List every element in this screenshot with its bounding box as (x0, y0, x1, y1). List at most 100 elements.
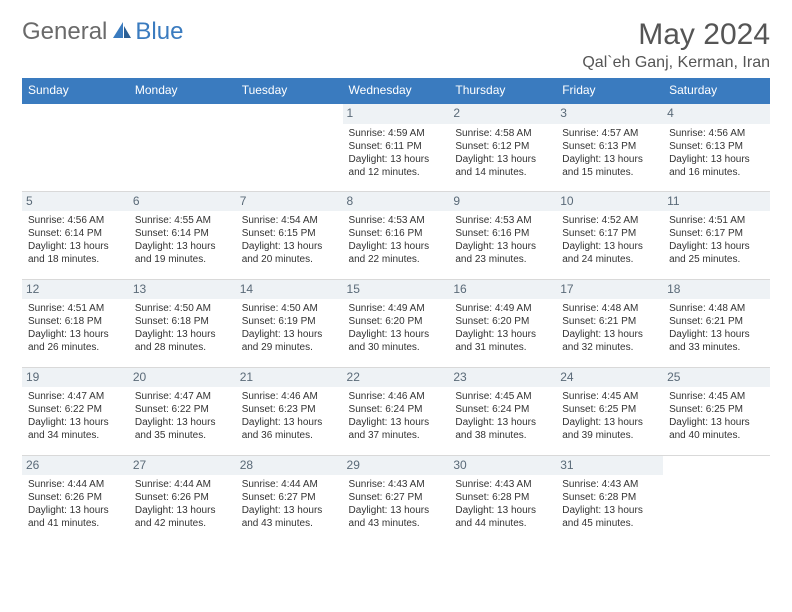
calendar-cell: 21Sunrise: 4:46 AMSunset: 6:23 PMDayligh… (236, 367, 343, 455)
day-number: 26 (22, 456, 129, 476)
calendar-cell: 24Sunrise: 4:45 AMSunset: 6:25 PMDayligh… (556, 367, 663, 455)
calendar-cell: 2Sunrise: 4:58 AMSunset: 6:12 PMDaylight… (449, 103, 556, 191)
calendar-cell: 14Sunrise: 4:50 AMSunset: 6:19 PMDayligh… (236, 279, 343, 367)
calendar-cell: 10Sunrise: 4:52 AMSunset: 6:17 PMDayligh… (556, 191, 663, 279)
calendar-row: 5Sunrise: 4:56 AMSunset: 6:14 PMDaylight… (22, 191, 770, 279)
day-number: 27 (129, 456, 236, 476)
daylight-line: Daylight: 13 hours and 40 minutes. (669, 416, 764, 442)
day-number: 11 (663, 192, 770, 212)
calendar-cell: 28Sunrise: 4:44 AMSunset: 6:27 PMDayligh… (236, 455, 343, 543)
daylight-line: Daylight: 13 hours and 32 minutes. (562, 328, 657, 354)
daylight-line: Daylight: 13 hours and 35 minutes. (135, 416, 230, 442)
day-info: Sunrise: 4:44 AMSunset: 6:26 PMDaylight:… (135, 478, 230, 530)
calendar-cell (663, 455, 770, 543)
daylight-line: Daylight: 13 hours and 24 minutes. (562, 240, 657, 266)
day-info: Sunrise: 4:43 AMSunset: 6:28 PMDaylight:… (455, 478, 550, 530)
calendar-cell: 29Sunrise: 4:43 AMSunset: 6:27 PMDayligh… (343, 455, 450, 543)
day-number: 29 (343, 456, 450, 476)
sunrise-line: Sunrise: 4:49 AM (455, 302, 550, 315)
day-number: 30 (449, 456, 556, 476)
day-number: 18 (663, 280, 770, 300)
day-info: Sunrise: 4:48 AMSunset: 6:21 PMDaylight:… (669, 302, 764, 354)
day-info: Sunrise: 4:51 AMSunset: 6:18 PMDaylight:… (28, 302, 123, 354)
sunset-line: Sunset: 6:26 PM (135, 491, 230, 504)
sunset-line: Sunset: 6:11 PM (349, 140, 444, 153)
sunrise-line: Sunrise: 4:49 AM (349, 302, 444, 315)
day-number: 13 (129, 280, 236, 300)
daylight-line: Daylight: 13 hours and 15 minutes. (562, 153, 657, 179)
calendar-table: SundayMondayTuesdayWednesdayThursdayFrid… (22, 78, 770, 543)
day-info: Sunrise: 4:49 AMSunset: 6:20 PMDaylight:… (349, 302, 444, 354)
day-number: 5 (22, 192, 129, 212)
day-number: 31 (556, 456, 663, 476)
weekday-header: Wednesday (343, 78, 450, 103)
day-info: Sunrise: 4:44 AMSunset: 6:26 PMDaylight:… (28, 478, 123, 530)
daylight-line: Daylight: 13 hours and 38 minutes. (455, 416, 550, 442)
sunrise-line: Sunrise: 4:45 AM (669, 390, 764, 403)
sunset-line: Sunset: 6:15 PM (242, 227, 337, 240)
daylight-line: Daylight: 13 hours and 23 minutes. (455, 240, 550, 266)
daylight-line: Daylight: 13 hours and 44 minutes. (455, 504, 550, 530)
day-number: 23 (449, 368, 556, 388)
sunset-line: Sunset: 6:25 PM (669, 403, 764, 416)
calendar-cell: 30Sunrise: 4:43 AMSunset: 6:28 PMDayligh… (449, 455, 556, 543)
daylight-line: Daylight: 13 hours and 34 minutes. (28, 416, 123, 442)
sunrise-line: Sunrise: 4:43 AM (349, 478, 444, 491)
sunset-line: Sunset: 6:26 PM (28, 491, 123, 504)
day-info: Sunrise: 4:56 AMSunset: 6:14 PMDaylight:… (28, 214, 123, 266)
day-info: Sunrise: 4:45 AMSunset: 6:25 PMDaylight:… (669, 390, 764, 442)
sunrise-line: Sunrise: 4:58 AM (455, 127, 550, 140)
sunrise-line: Sunrise: 4:56 AM (28, 214, 123, 227)
day-number: 14 (236, 280, 343, 300)
calendar-cell (129, 103, 236, 191)
weekday-header: Thursday (449, 78, 556, 103)
daylight-line: Daylight: 13 hours and 18 minutes. (28, 240, 123, 266)
calendar-cell: 12Sunrise: 4:51 AMSunset: 6:18 PMDayligh… (22, 279, 129, 367)
sunrise-line: Sunrise: 4:52 AM (562, 214, 657, 227)
sunrise-line: Sunrise: 4:45 AM (562, 390, 657, 403)
day-info: Sunrise: 4:49 AMSunset: 6:20 PMDaylight:… (455, 302, 550, 354)
sunset-line: Sunset: 6:21 PM (669, 315, 764, 328)
daylight-line: Daylight: 13 hours and 26 minutes. (28, 328, 123, 354)
sunrise-line: Sunrise: 4:44 AM (28, 478, 123, 491)
sunset-line: Sunset: 6:16 PM (349, 227, 444, 240)
day-info: Sunrise: 4:48 AMSunset: 6:21 PMDaylight:… (562, 302, 657, 354)
day-info: Sunrise: 4:52 AMSunset: 6:17 PMDaylight:… (562, 214, 657, 266)
sunset-line: Sunset: 6:13 PM (562, 140, 657, 153)
day-number: 12 (22, 280, 129, 300)
day-info: Sunrise: 4:53 AMSunset: 6:16 PMDaylight:… (349, 214, 444, 266)
day-info: Sunrise: 4:47 AMSunset: 6:22 PMDaylight:… (135, 390, 230, 442)
sunset-line: Sunset: 6:27 PM (349, 491, 444, 504)
calendar-cell: 31Sunrise: 4:43 AMSunset: 6:28 PMDayligh… (556, 455, 663, 543)
calendar-cell: 22Sunrise: 4:46 AMSunset: 6:24 PMDayligh… (343, 367, 450, 455)
sunrise-line: Sunrise: 4:45 AM (455, 390, 550, 403)
daylight-line: Daylight: 13 hours and 22 minutes. (349, 240, 444, 266)
day-number: 28 (236, 456, 343, 476)
calendar-cell: 25Sunrise: 4:45 AMSunset: 6:25 PMDayligh… (663, 367, 770, 455)
calendar-cell: 3Sunrise: 4:57 AMSunset: 6:13 PMDaylight… (556, 103, 663, 191)
sunset-line: Sunset: 6:22 PM (135, 403, 230, 416)
page-title: May 2024 (582, 18, 770, 52)
day-number: 16 (449, 280, 556, 300)
day-info: Sunrise: 4:43 AMSunset: 6:28 PMDaylight:… (562, 478, 657, 530)
sunrise-line: Sunrise: 4:43 AM (455, 478, 550, 491)
sunset-line: Sunset: 6:14 PM (28, 227, 123, 240)
calendar-cell: 4Sunrise: 4:56 AMSunset: 6:13 PMDaylight… (663, 103, 770, 191)
sunrise-line: Sunrise: 4:56 AM (669, 127, 764, 140)
sunrise-line: Sunrise: 4:55 AM (135, 214, 230, 227)
day-number: 15 (343, 280, 450, 300)
sunrise-line: Sunrise: 4:54 AM (242, 214, 337, 227)
day-number: 17 (556, 280, 663, 300)
sunrise-line: Sunrise: 4:50 AM (242, 302, 337, 315)
day-info: Sunrise: 4:43 AMSunset: 6:27 PMDaylight:… (349, 478, 444, 530)
calendar-cell: 15Sunrise: 4:49 AMSunset: 6:20 PMDayligh… (343, 279, 450, 367)
daylight-line: Daylight: 13 hours and 20 minutes. (242, 240, 337, 266)
daylight-line: Daylight: 13 hours and 36 minutes. (242, 416, 337, 442)
calendar-cell: 27Sunrise: 4:44 AMSunset: 6:26 PMDayligh… (129, 455, 236, 543)
day-number: 25 (663, 368, 770, 388)
day-info: Sunrise: 4:51 AMSunset: 6:17 PMDaylight:… (669, 214, 764, 266)
calendar-cell: 16Sunrise: 4:49 AMSunset: 6:20 PMDayligh… (449, 279, 556, 367)
brand-sail-icon (111, 20, 133, 45)
day-info: Sunrise: 4:53 AMSunset: 6:16 PMDaylight:… (455, 214, 550, 266)
day-number: 10 (556, 192, 663, 212)
